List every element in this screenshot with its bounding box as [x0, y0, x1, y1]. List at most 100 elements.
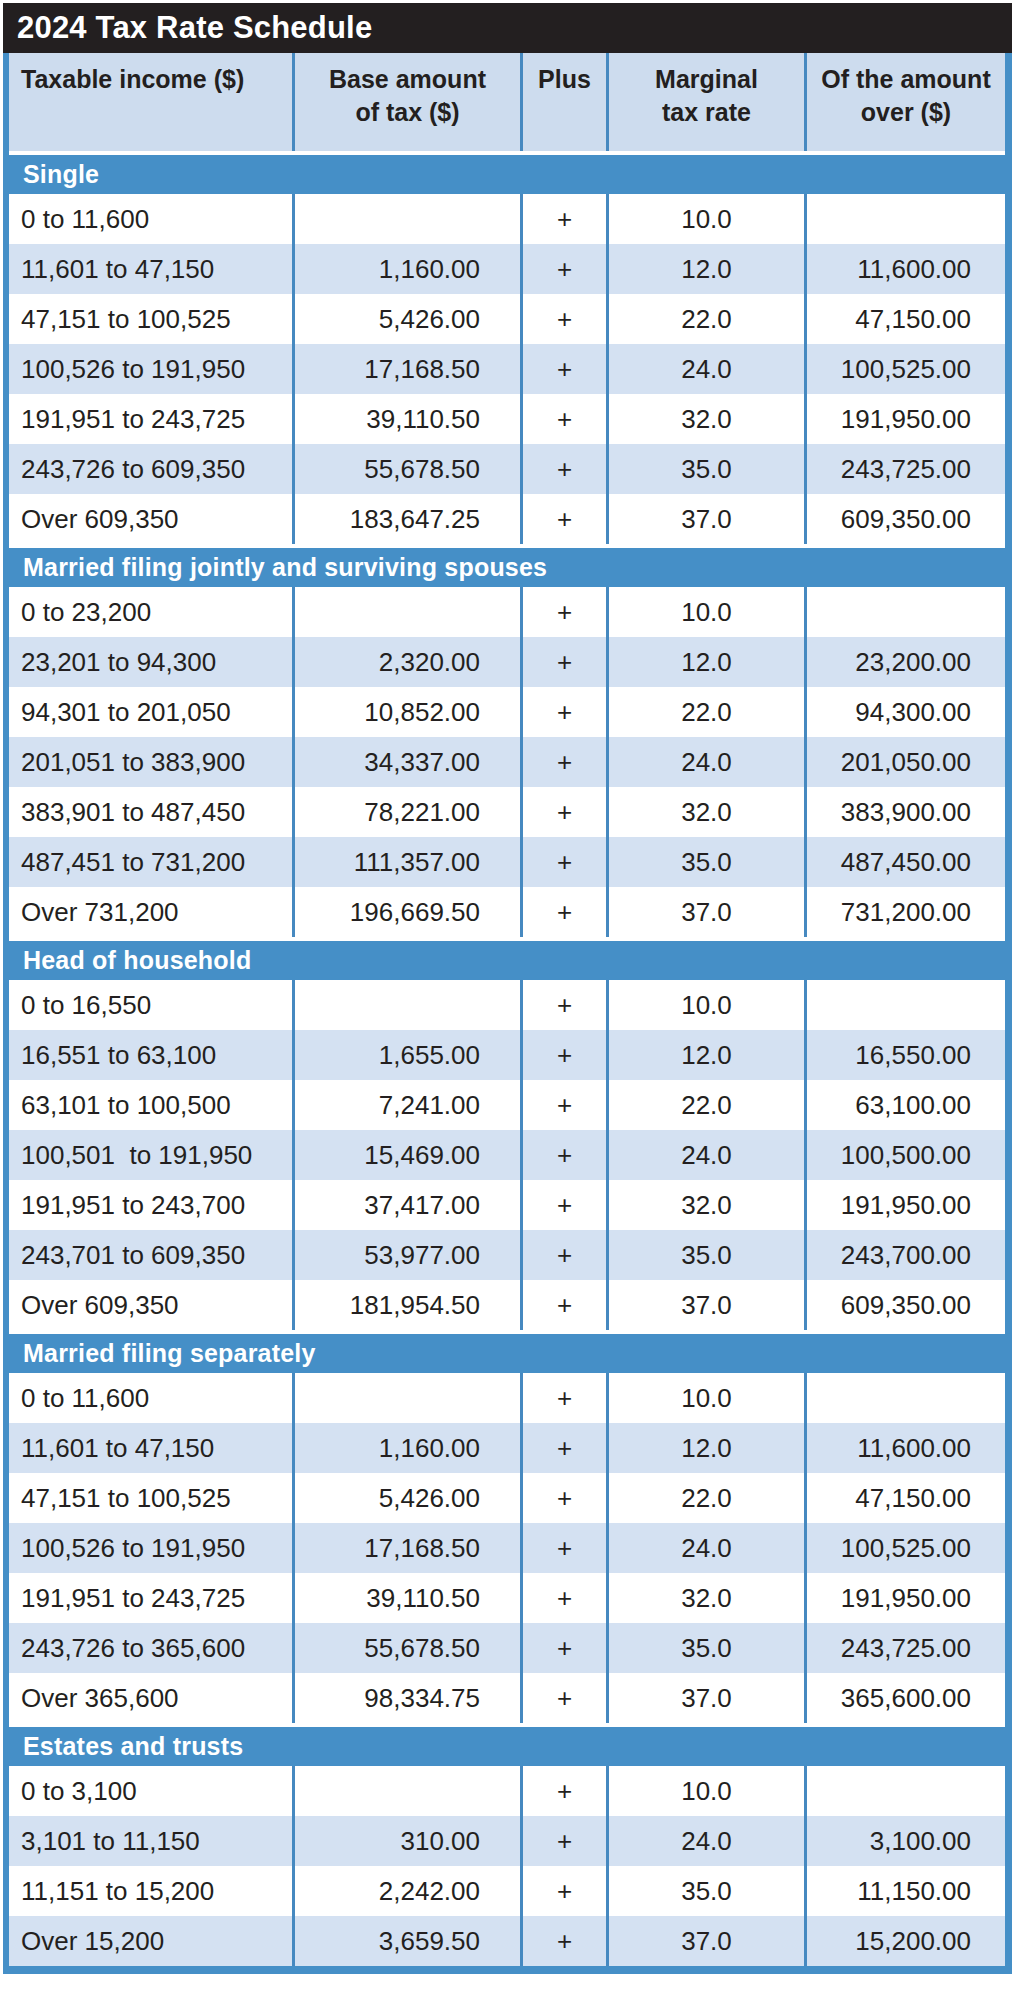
cell-plus: + — [520, 1080, 606, 1130]
cell-rate: 24.0 — [606, 1130, 804, 1180]
cell-rate: 37.0 — [606, 1916, 804, 1966]
table-row: 191,951 to 243,72539,110.50+32.0191,950.… — [9, 1573, 1005, 1623]
table-row: 63,101 to 100,5007,241.00+22.063,100.00 — [9, 1080, 1005, 1130]
cell-income: 0 to 11,600 — [9, 194, 292, 244]
section-label: Single — [23, 160, 99, 189]
cell-plus: + — [520, 837, 606, 887]
cell-base: 2,320.00 — [292, 637, 520, 687]
cell-income: 11,601 to 47,150 — [9, 244, 292, 294]
tax-rate-schedule: 2024 Tax Rate Schedule Taxable income ($… — [0, 0, 1015, 2004]
cell-income: Over 609,350 — [9, 494, 292, 544]
cell-rate: 10.0 — [606, 1766, 804, 1816]
cell-income: 16,551 to 63,100 — [9, 1030, 292, 1080]
cell-base: 111,357.00 — [292, 837, 520, 887]
table-row: 16,551 to 63,1001,655.00+12.016,550.00 — [9, 1030, 1005, 1080]
cell-income: 100,501 to 191,950 — [9, 1130, 292, 1180]
table-row: Over 731,200196,669.50+37.0731,200.00 — [9, 887, 1005, 937]
cell-over: 487,450.00 — [804, 837, 1005, 887]
tax-rate-table: 2024 Tax Rate Schedule Taxable income ($… — [3, 3, 1012, 1974]
section-header-married-filing-jointly-and-surviving-spouses: Married filing jointly and surviving spo… — [9, 544, 1005, 587]
cell-base — [292, 587, 520, 637]
cell-income: Over 15,200 — [9, 1916, 292, 1966]
cell-over — [804, 1373, 1005, 1423]
column-header-marginal-rate: Marginal tax rate — [606, 53, 804, 151]
cell-over: 383,900.00 — [804, 787, 1005, 837]
section-label: Head of household — [23, 946, 251, 975]
cell-plus: + — [520, 1816, 606, 1866]
cell-base: 55,678.50 — [292, 1623, 520, 1673]
cell-income: 191,951 to 243,725 — [9, 394, 292, 444]
cell-income: 23,201 to 94,300 — [9, 637, 292, 687]
cell-base: 1,655.00 — [292, 1030, 520, 1080]
table-row: 383,901 to 487,45078,221.00+32.0383,900.… — [9, 787, 1005, 837]
cell-over: 100,525.00 — [804, 1523, 1005, 1573]
cell-over — [804, 980, 1005, 1030]
cell-plus: + — [520, 444, 606, 494]
cell-rate: 24.0 — [606, 737, 804, 787]
cell-rate: 10.0 — [606, 587, 804, 637]
column-header-plus: Plus — [520, 53, 606, 151]
cell-rate: 37.0 — [606, 494, 804, 544]
cell-over: 11,150.00 — [804, 1866, 1005, 1916]
cell-rate: 12.0 — [606, 1030, 804, 1080]
table-row: 243,726 to 365,60055,678.50+35.0243,725.… — [9, 1623, 1005, 1673]
cell-income: Over 731,200 — [9, 887, 292, 937]
table-row: 11,151 to 15,2002,242.00+35.011,150.00 — [9, 1866, 1005, 1916]
table-row: Over 609,350183,647.25+37.0609,350.00 — [9, 494, 1005, 544]
cell-base: 98,334.75 — [292, 1673, 520, 1723]
cell-over: 731,200.00 — [804, 887, 1005, 937]
cell-plus: + — [520, 1916, 606, 1966]
table-row: 47,151 to 100,5255,426.00+22.047,150.00 — [9, 294, 1005, 344]
section-header-single: Single — [9, 151, 1005, 194]
cell-plus: + — [520, 1280, 606, 1330]
cell-rate: 24.0 — [606, 344, 804, 394]
cell-base: 37,417.00 — [292, 1180, 520, 1230]
cell-rate: 35.0 — [606, 1230, 804, 1280]
table-row: 243,726 to 609,35055,678.50+35.0243,725.… — [9, 444, 1005, 494]
column-header-base-amount: Base amount of tax ($) — [292, 53, 520, 151]
table-row: 100,501 to 191,95015,469.00+24.0100,500.… — [9, 1130, 1005, 1180]
cell-plus: + — [520, 394, 606, 444]
cell-plus: + — [520, 980, 606, 1030]
cell-over: 201,050.00 — [804, 737, 1005, 787]
cell-over: 11,600.00 — [804, 244, 1005, 294]
cell-over: 15,200.00 — [804, 1916, 1005, 1966]
cell-income: 100,526 to 191,950 — [9, 1523, 292, 1573]
cell-base: 55,678.50 — [292, 444, 520, 494]
cell-over — [804, 194, 1005, 244]
cell-rate: 32.0 — [606, 394, 804, 444]
table-row: 23,201 to 94,3002,320.00+12.023,200.00 — [9, 637, 1005, 687]
cell-plus: + — [520, 1673, 606, 1723]
cell-rate: 32.0 — [606, 1573, 804, 1623]
table-row: 243,701 to 609,35053,977.00+35.0243,700.… — [9, 1230, 1005, 1280]
cell-rate: 12.0 — [606, 637, 804, 687]
cell-over: 609,350.00 — [804, 494, 1005, 544]
cell-plus: + — [520, 1523, 606, 1573]
cell-base: 15,469.00 — [292, 1130, 520, 1180]
table-row: 100,526 to 191,95017,168.50+24.0100,525.… — [9, 1523, 1005, 1573]
column-header-row: Taxable income ($) Base amount of tax ($… — [9, 53, 1005, 151]
cell-income: 487,451 to 731,200 — [9, 837, 292, 887]
cell-rate: 32.0 — [606, 1180, 804, 1230]
cell-over: 11,600.00 — [804, 1423, 1005, 1473]
cell-base: 183,647.25 — [292, 494, 520, 544]
cell-base: 5,426.00 — [292, 294, 520, 344]
cell-base: 3,659.50 — [292, 1916, 520, 1966]
table-row: 0 to 3,100+10.0 — [9, 1766, 1005, 1816]
cell-base: 7,241.00 — [292, 1080, 520, 1130]
cell-plus: + — [520, 294, 606, 344]
cell-over: 191,950.00 — [804, 1180, 1005, 1230]
table-sections: Single 0 to 11,600 +10.0 11,601 to 47,150 1,… — [9, 151, 1005, 1966]
cell-plus: + — [520, 587, 606, 637]
cell-income: 201,051 to 383,900 — [9, 737, 292, 787]
section-header-married-filing-separately: Married filing separately — [9, 1330, 1005, 1373]
cell-income: 243,701 to 609,350 — [9, 1230, 292, 1280]
cell-base: 196,669.50 — [292, 887, 520, 937]
cell-over: 243,725.00 — [804, 444, 1005, 494]
cell-plus: + — [520, 637, 606, 687]
cell-income: 11,601 to 47,150 — [9, 1423, 292, 1473]
cell-base: 53,977.00 — [292, 1230, 520, 1280]
table-row: 487,451 to 731,200111,357.00+35.0487,450… — [9, 837, 1005, 887]
cell-base — [292, 1373, 520, 1423]
table-body: Taxable income ($) Base amount of tax ($… — [3, 53, 1012, 1974]
